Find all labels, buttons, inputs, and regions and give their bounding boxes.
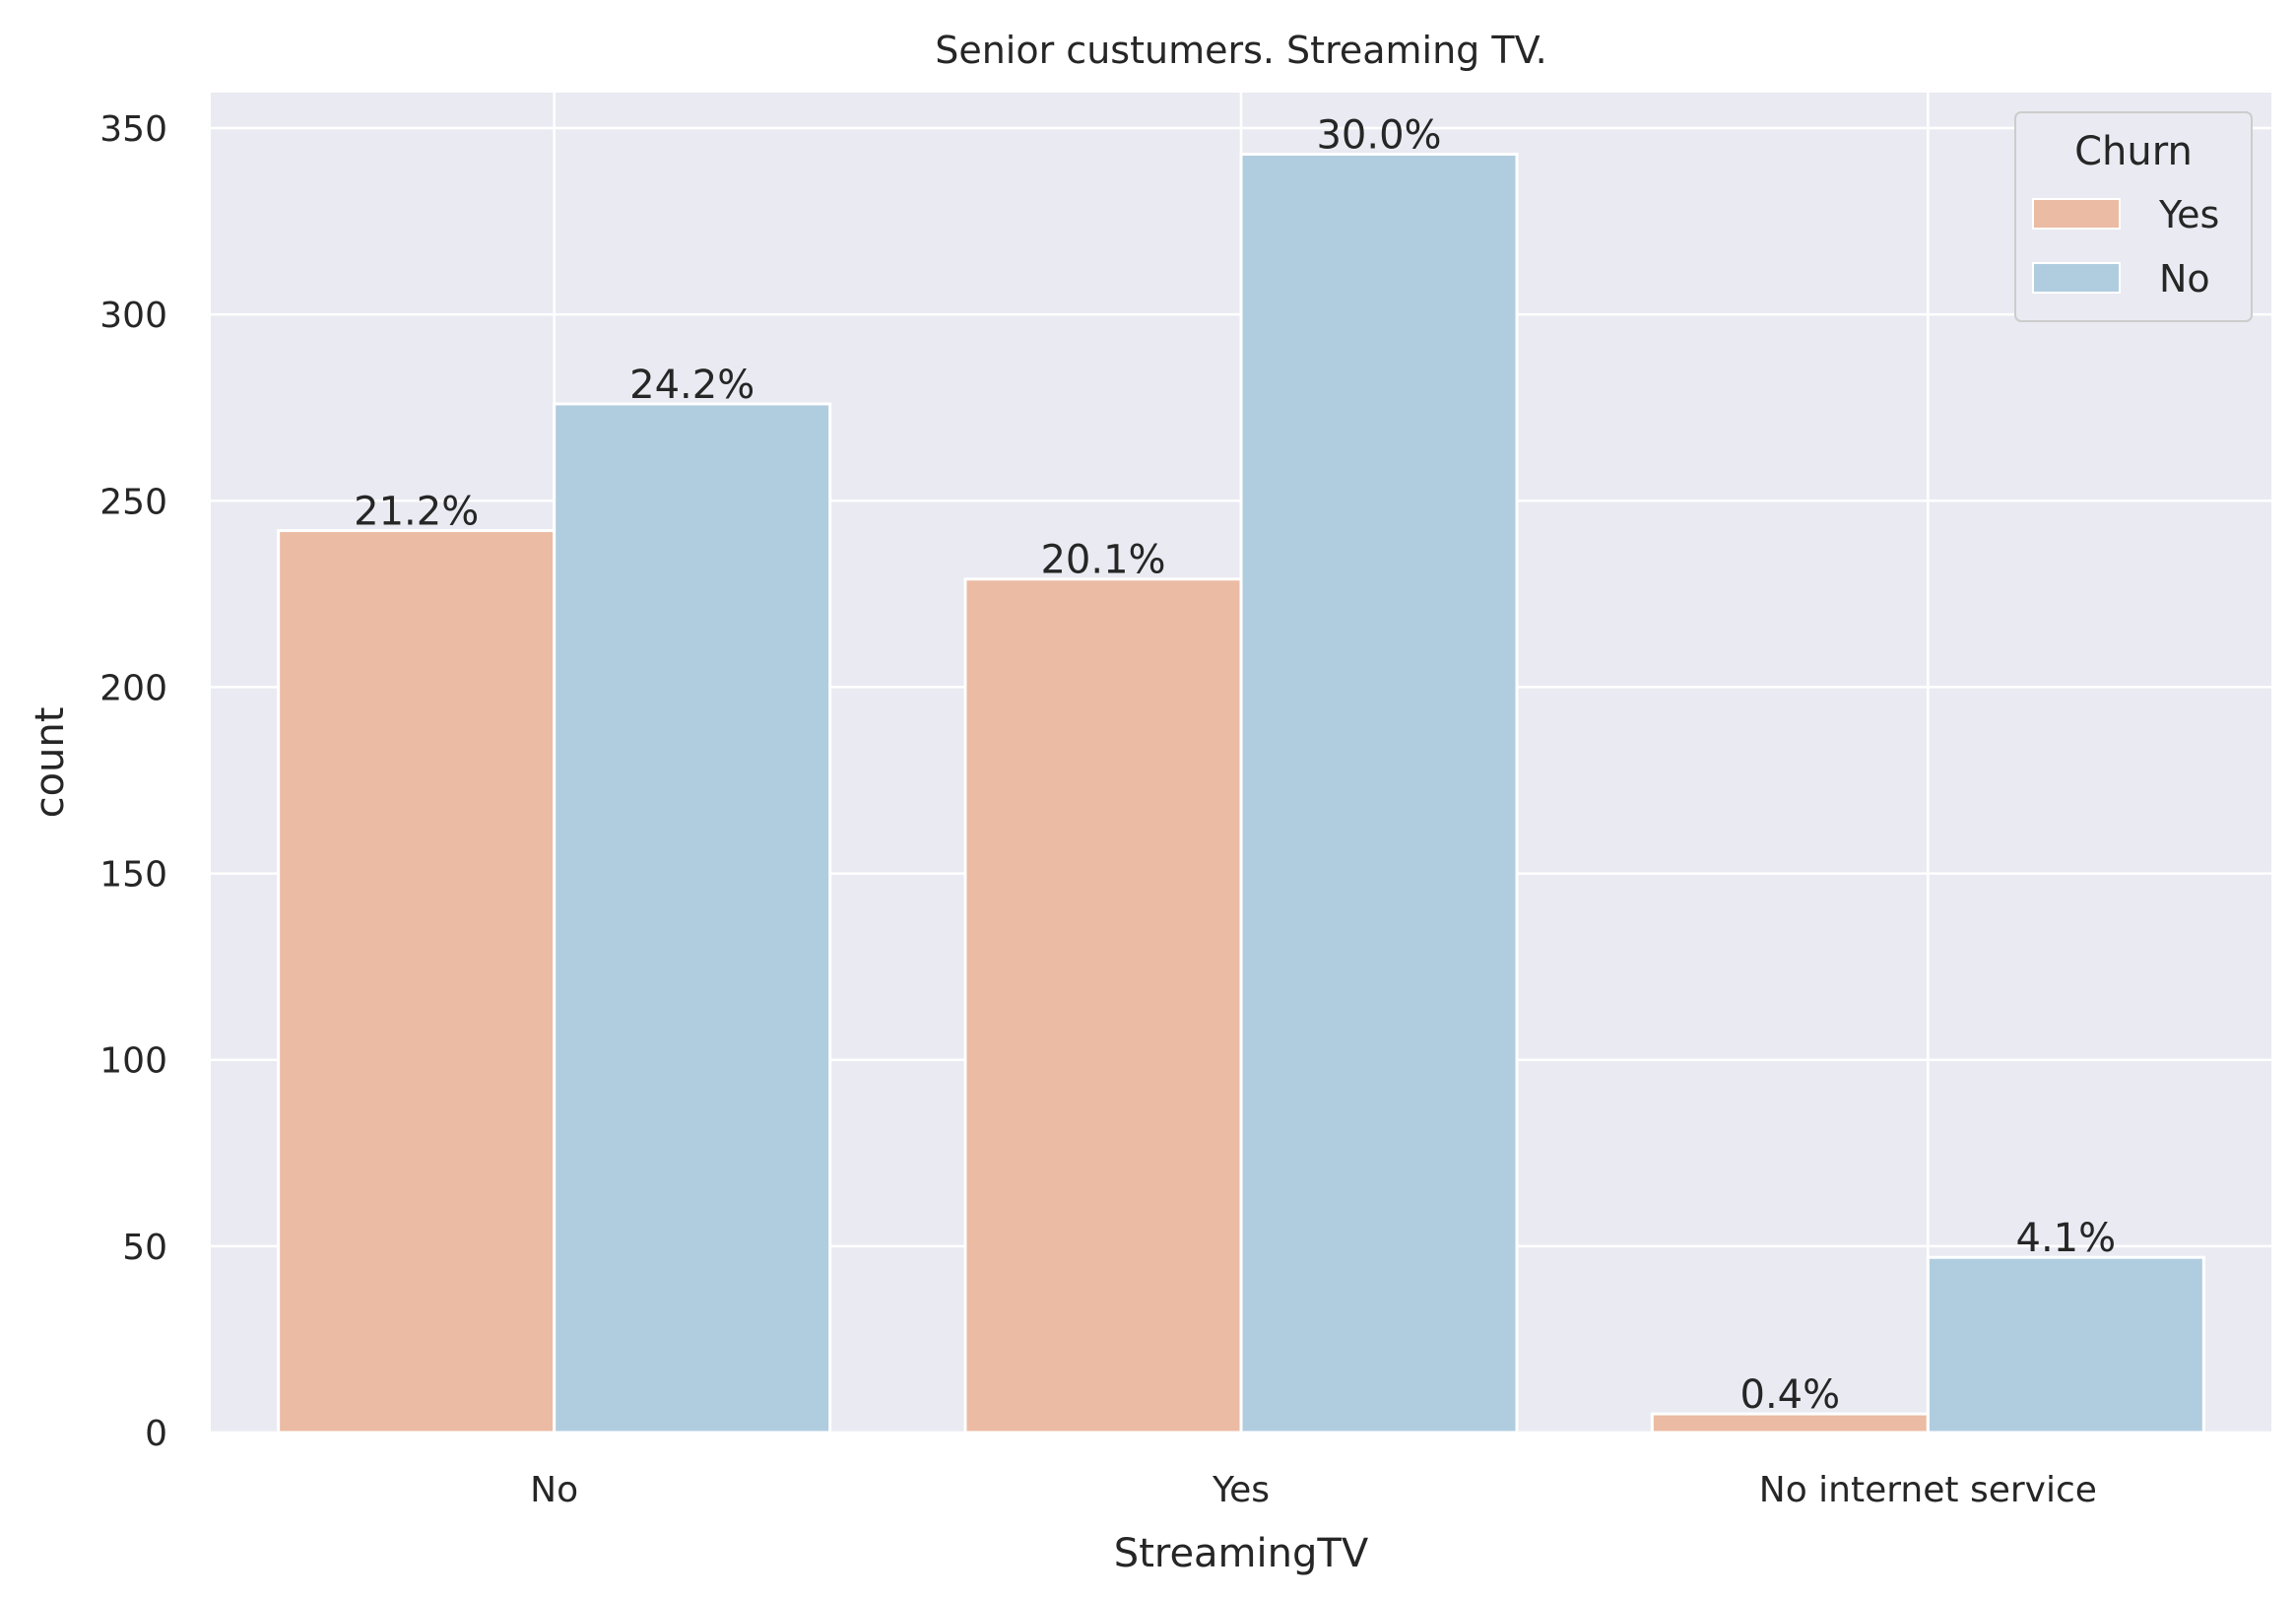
y-tick-label: 0 <box>145 1414 167 1454</box>
data-label: 20.1% <box>1040 538 1165 583</box>
legend-label-no: No <box>2159 257 2210 300</box>
bar-yes-1 <box>963 577 1243 1434</box>
y-tick-label: 100 <box>99 1041 167 1082</box>
data-label: 0.4% <box>1740 1372 1841 1418</box>
legend-label-yes: Yes <box>2158 193 2219 236</box>
y-tick-label: 200 <box>99 668 167 708</box>
data-label: 30.0% <box>1316 112 1441 158</box>
chart-title: Senior custumers. Streaming TV. <box>935 29 1547 72</box>
x-tick-label: No <box>530 1470 578 1510</box>
x-axis-label: StreamingTV <box>1114 1531 1369 1576</box>
bar-no-2 <box>1926 1255 2205 1434</box>
x-tick-label: No internet service <box>1759 1470 2097 1510</box>
y-tick-label: 250 <box>99 482 167 522</box>
x-tick-labels: No Yes No internet service <box>530 1470 2097 1510</box>
y-tick-label: 150 <box>99 855 167 896</box>
y-tick-labels: 0 50 100 150 200 250 300 350 <box>99 109 167 1454</box>
y-tick-label: 300 <box>99 296 167 336</box>
y-axis-label: count <box>28 707 73 819</box>
legend-swatch-no <box>2032 262 2121 294</box>
bar-no-0 <box>553 402 832 1434</box>
data-label: 21.2% <box>354 490 479 535</box>
y-tick-label: 50 <box>122 1228 167 1268</box>
data-label: 24.2% <box>629 363 754 408</box>
legend-title: Churn <box>2074 129 2193 174</box>
x-tick-label: Yes <box>1212 1470 1270 1510</box>
bar-labels: 21.2% 24.2% 20.1% 30.0% 0.4% 4.1% <box>354 112 2116 1418</box>
legend: Churn Yes No <box>2014 111 2253 322</box>
bars <box>277 152 2205 1434</box>
legend-swatch-yes <box>2032 198 2121 230</box>
bar-yes-0 <box>277 529 557 1434</box>
data-label: 4.1% <box>2016 1216 2117 1261</box>
bar-no-1 <box>1239 152 1519 1434</box>
y-tick-label: 350 <box>99 109 167 150</box>
